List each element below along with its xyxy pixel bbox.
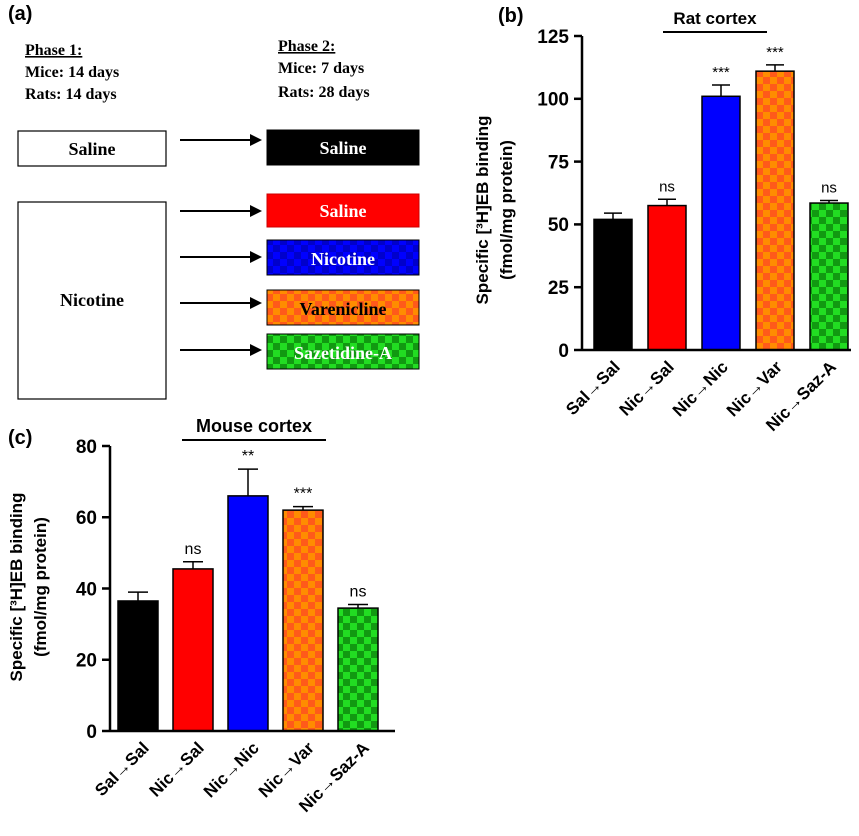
panel-a-label: (a) [8, 3, 32, 25]
phase1-box-nicotine [17, 201, 167, 400]
significance-label: *** [766, 44, 784, 61]
bar [227, 495, 269, 732]
chart-title: Rat cortex [673, 9, 757, 28]
bar [809, 202, 849, 351]
bar [172, 568, 214, 732]
significance-label: *** [294, 486, 313, 503]
phase1-mice: Mice: 14 days [25, 64, 119, 81]
arrow-head-icon [250, 297, 262, 309]
phase2-box-label: Saline [319, 201, 366, 221]
y-axis-label-units: (fmol/mg protein) [497, 140, 516, 280]
phase2-box-label: Nicotine [311, 249, 375, 269]
phase2-box-label: Saline [319, 138, 366, 158]
significance-label: ns [350, 584, 367, 601]
phase2-box-varenicline [266, 289, 420, 326]
bar [337, 607, 379, 732]
y-axis-label: Specific [³H]EB binding [7, 493, 26, 682]
chart-rat-cortex: Rat cortex Specific [³H]EB binding (fmol/m… [473, 9, 851, 435]
y-tick-label: 25 [548, 278, 570, 299]
phase2-heading: Phase 2: [278, 38, 335, 55]
panel-b-label: (b) [498, 5, 524, 27]
arrow-head-icon [250, 344, 262, 356]
category-label: Nic→Sal [616, 357, 678, 419]
phase2-mice: Mice: 7 days [278, 60, 364, 77]
category-label: Nic→Sal [146, 738, 208, 800]
panel-c-label: (c) [8, 427, 32, 449]
phase2-box-saline-red [266, 193, 420, 228]
y-tick-label: 125 [537, 27, 569, 48]
category-label: Sal→Sal [91, 738, 153, 800]
significance-label: ns [821, 180, 837, 197]
bar [282, 509, 324, 732]
y-tick-label: 50 [548, 215, 569, 236]
phase2-box-label: Varenicline [299, 299, 386, 319]
significance-label: *** [712, 64, 730, 81]
y-tick-label: 40 [76, 579, 97, 600]
phase1-heading: Phase 1: [25, 42, 82, 59]
panel-a-schematic: (a) Phase 1: Mice: 14 days Rats: 14 days… [8, 3, 420, 400]
y-axis-label: Specific [³H]EB binding [473, 116, 492, 305]
arrows [180, 134, 262, 356]
phase2-box-sazetidine [266, 333, 420, 370]
bar [701, 95, 741, 351]
bar [755, 70, 795, 351]
y-axis-label-units: (fmol/mg protein) [31, 517, 50, 657]
y-tick-label: 80 [76, 437, 97, 458]
category-label: Nic→Nic [200, 738, 263, 801]
bar [647, 204, 687, 351]
phase2-box-label: Sazetidine-A [294, 343, 392, 363]
y-tick-label: 60 [76, 508, 97, 529]
bar [117, 600, 159, 732]
arrow-head-icon [250, 205, 262, 217]
bar [593, 218, 633, 351]
significance-label: ns [659, 178, 675, 195]
arrow-head-icon [250, 134, 262, 146]
phase1-box-saline [17, 130, 167, 167]
y-tick-label: 0 [86, 722, 97, 743]
y-tick-label: 0 [558, 341, 569, 362]
significance-label: ** [242, 448, 254, 465]
phase1-box-saline-label: Saline [68, 139, 115, 159]
y-tick-label: 20 [76, 651, 97, 672]
phase1-box-nicotine-label: Nicotine [60, 290, 124, 310]
chart-mouse-cortex: Mouse cortex Specific [³H]EB binding (fmol… [7, 416, 395, 816]
significance-label: ns [185, 541, 202, 558]
chart-title: Mouse cortex [196, 416, 312, 436]
y-tick-label: 75 [548, 152, 570, 173]
category-label: Sal→Sal [562, 357, 624, 419]
phase2-box-saline-black [266, 129, 420, 166]
y-tick-label: 100 [537, 90, 569, 111]
phase1-rats: Rats: 14 days [25, 86, 117, 103]
phase2-box-nicotine [266, 239, 420, 276]
phase2-rats: Rats: 28 days [278, 84, 370, 101]
category-label: Nic→Nic [669, 357, 732, 420]
arrow-head-icon [250, 251, 262, 263]
